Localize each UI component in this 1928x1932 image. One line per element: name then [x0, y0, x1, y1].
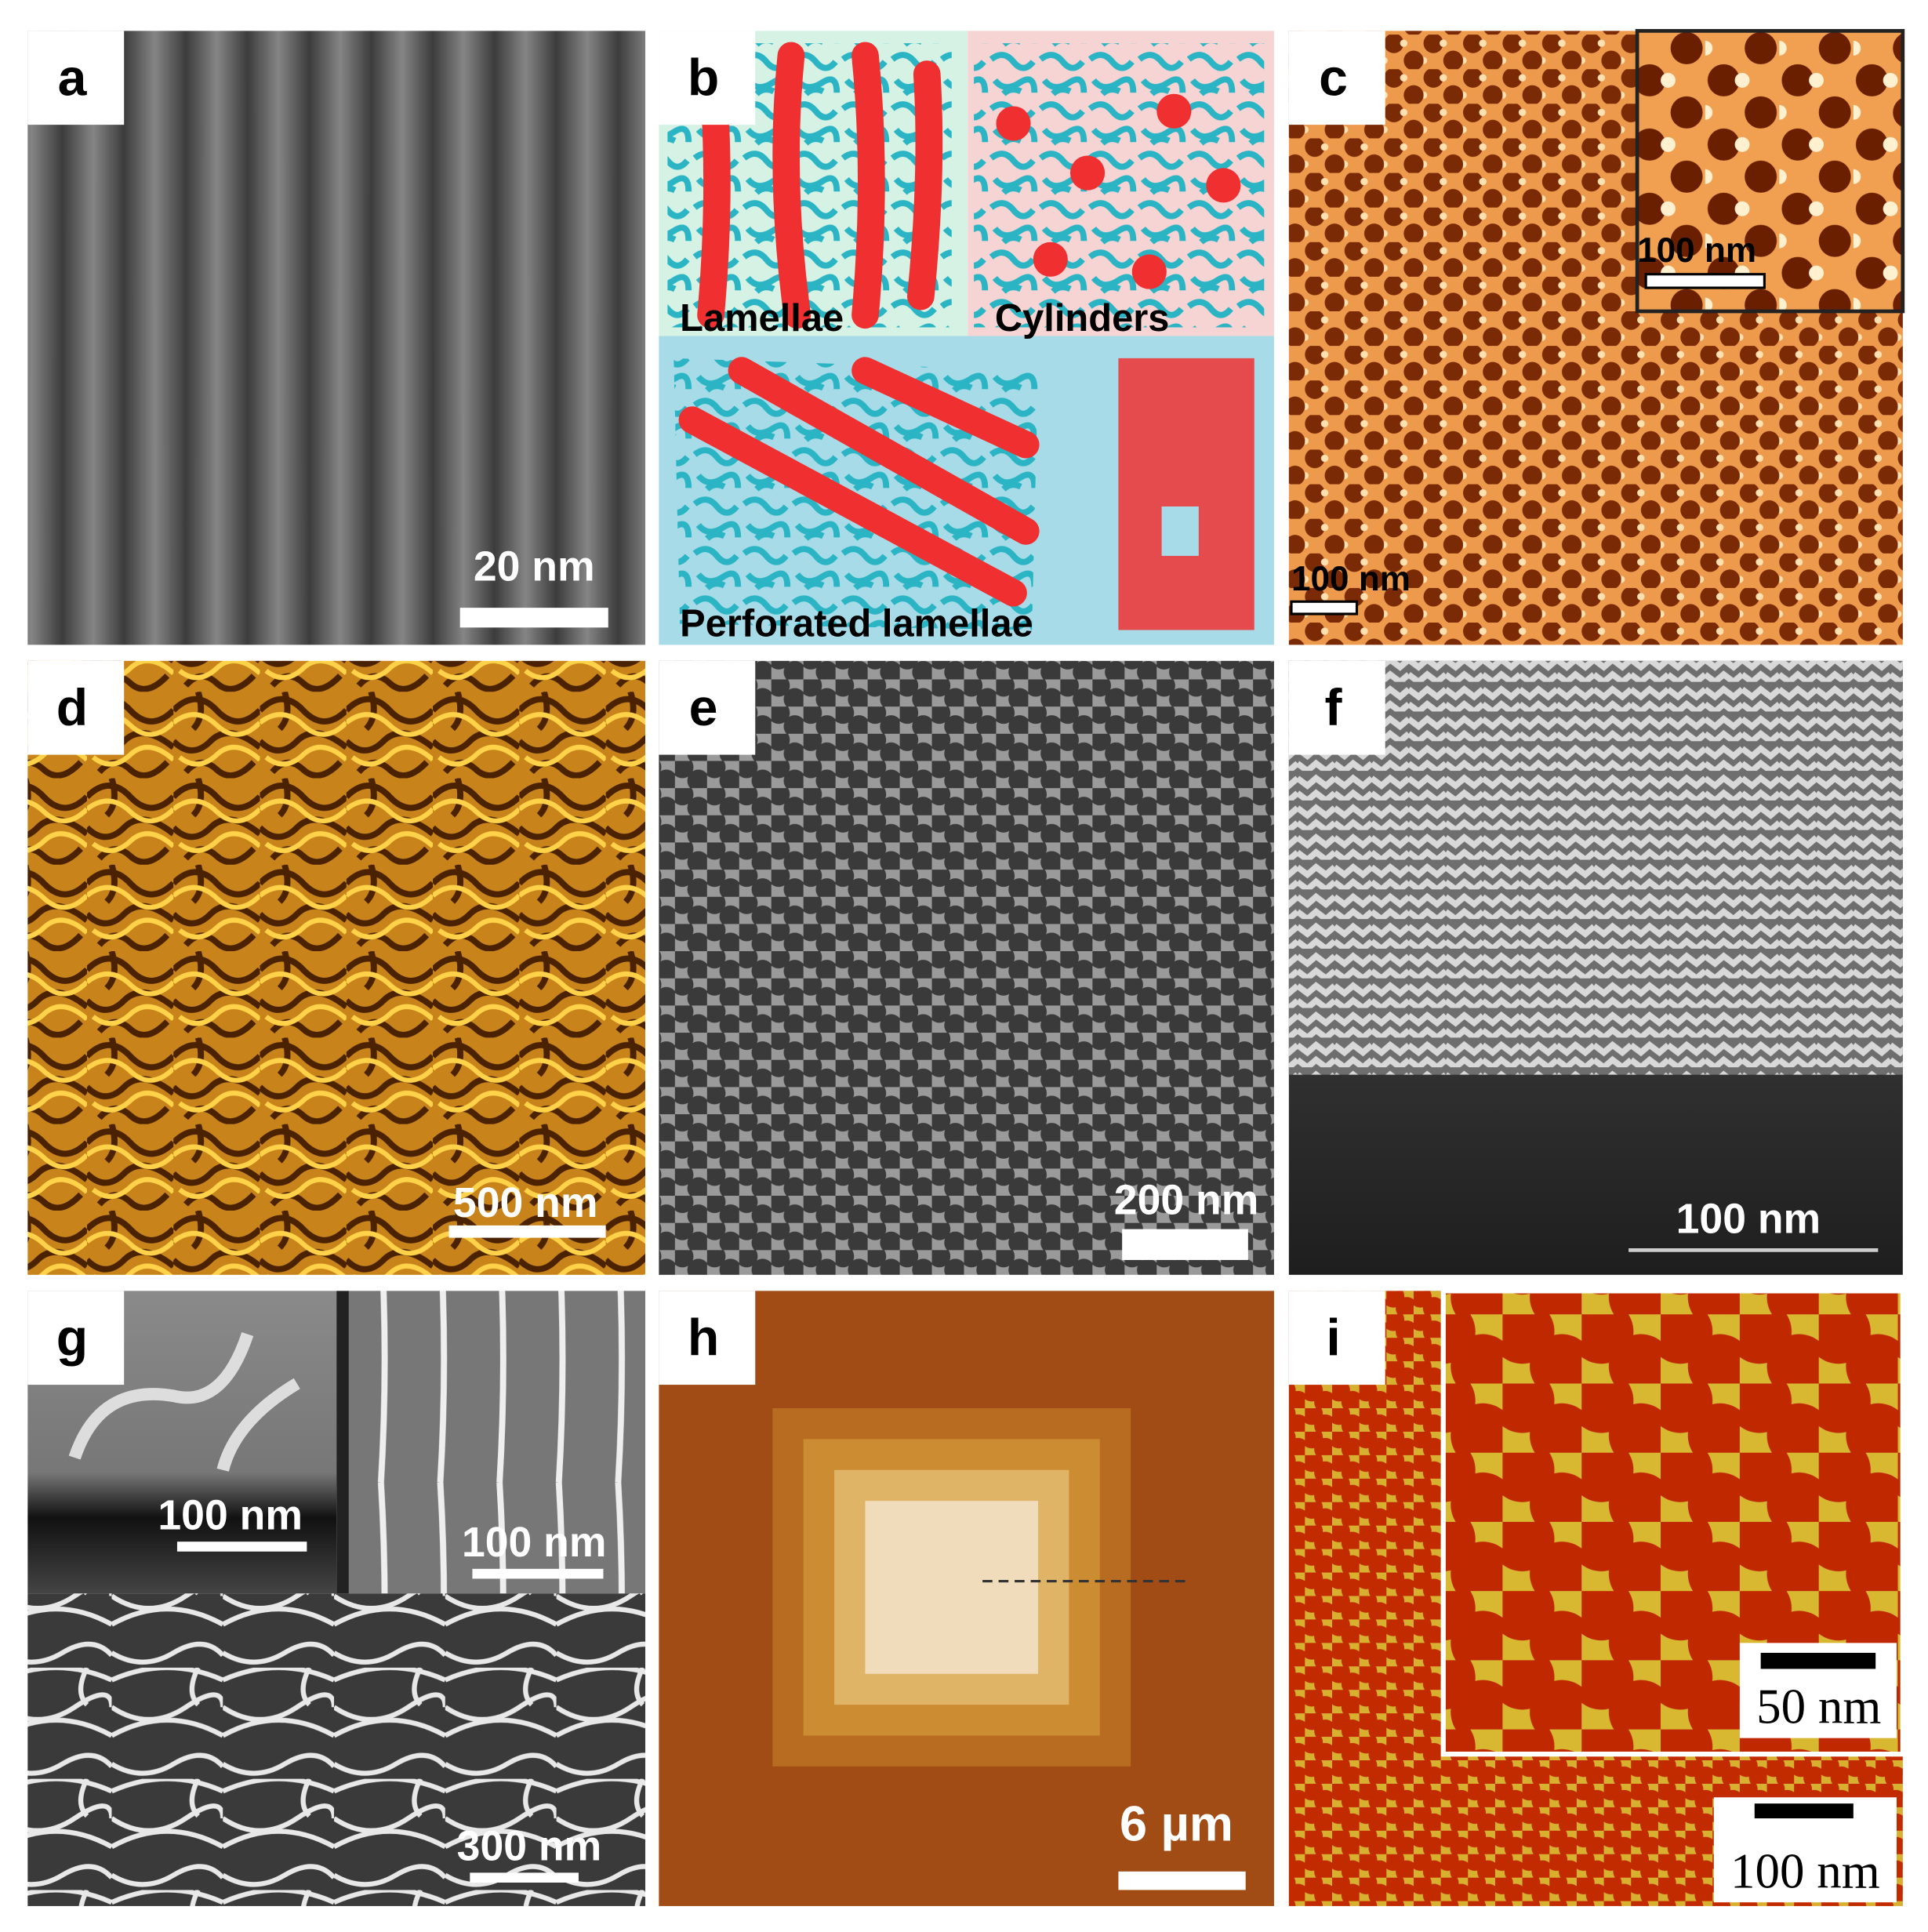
scale-label: 100 nm [1730, 1843, 1880, 1898]
scale-label: 100 nm [158, 1492, 303, 1538]
panel-letter: e [689, 679, 718, 737]
letter-box [27, 31, 125, 125]
panel-f-film [1288, 660, 1903, 1075]
scale-bar [1644, 273, 1766, 289]
letter-box [1288, 660, 1385, 755]
scale-bar [1754, 1803, 1854, 1819]
scale-label: 500 nm [453, 1180, 598, 1226]
label: Cylinders [995, 297, 1170, 340]
scale-bar [1760, 1652, 1876, 1669]
scale-label: 50 nm [1756, 1680, 1881, 1734]
scale-label: 20 nm [474, 543, 595, 590]
inset [1635, 29, 1905, 314]
scale-bar [1118, 1871, 1246, 1890]
scale-bar [176, 1542, 307, 1552]
scale-bar [448, 1225, 606, 1238]
panel-letter: g [56, 1309, 88, 1367]
scale-label: 100 nm [1637, 231, 1756, 270]
texture [68, 1331, 300, 1472]
scale-bar [472, 1568, 604, 1579]
panel-letter: b [688, 49, 719, 107]
letter-box [1288, 1291, 1385, 1385]
letter-box [27, 1291, 125, 1385]
scale-bar [1122, 1229, 1248, 1260]
terrace [865, 1501, 1039, 1674]
divider [336, 1291, 349, 1594]
scale-bar [470, 1872, 579, 1883]
red-domains [678, 42, 1040, 607]
panel-a-image [27, 31, 646, 645]
panel-letter: d [56, 679, 88, 737]
panel-letter: f [1325, 679, 1343, 737]
scale-label: 200 nm [1114, 1178, 1259, 1224]
scale-label: 100 nm [1291, 560, 1411, 598]
panel-letter: a [58, 49, 88, 107]
scale-label: 100 nm [462, 1520, 607, 1566]
hole [1161, 506, 1199, 556]
panel-letter: c [1319, 49, 1348, 107]
scale-bar [1290, 600, 1359, 616]
panel-g-image [27, 1593, 646, 1906]
letter-box [27, 660, 125, 755]
scale-label: 100 nm [1676, 1196, 1821, 1242]
letter-box [659, 660, 756, 755]
scale-bar [459, 608, 608, 628]
red-cylinders [996, 93, 1254, 630]
inset-right [348, 1291, 646, 1594]
letter-box [659, 1291, 756, 1385]
scale-label: 6 µm [1120, 1796, 1233, 1851]
letter-box [1288, 31, 1385, 125]
panel-letter: i [1326, 1309, 1340, 1367]
panel-e-image [659, 660, 1274, 1275]
label: Perforated lamellae [680, 602, 1033, 645]
panel-d-image [27, 660, 646, 1275]
panel-letters: a b c d e f g h i [27, 31, 1385, 1385]
panel-letter: h [688, 1309, 719, 1367]
scale-label: 300 nm [457, 1824, 602, 1870]
letter-box [659, 31, 756, 125]
label: Lamellae [680, 297, 844, 340]
